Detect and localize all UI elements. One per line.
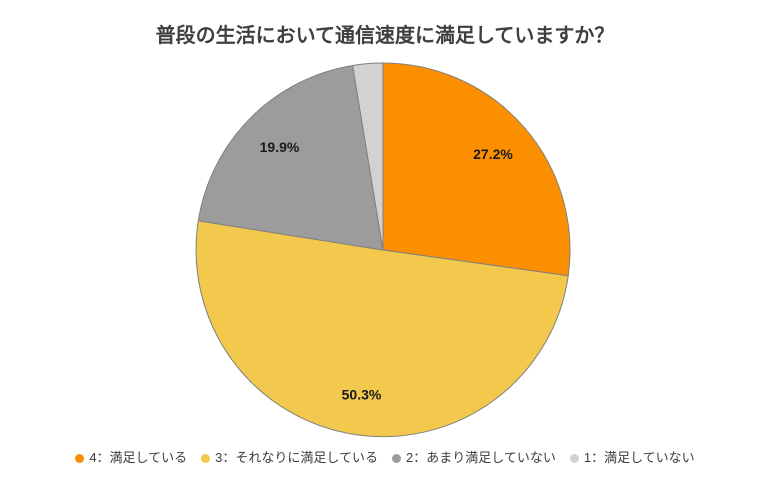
pie-slice-1 [195, 220, 569, 438]
legend-item-not-very-satisfied: 2：あまり満足していない [392, 449, 556, 467]
legend-label-not-very-satisfied: 2：あまり満足していない [406, 450, 556, 465]
legend-swatch-not-very-satisfied-icon [392, 453, 401, 463]
legend-label-satisfied: 4：満足している [89, 450, 188, 465]
pie-slice-value-label-0: 27.2% [473, 146, 513, 162]
legend-swatch-somewhat-satisfied-icon [201, 453, 211, 463]
pie-slice-0 [382, 62, 571, 277]
legend-swatch-not-satisfied-icon [569, 453, 579, 463]
pie-slice-2 [197, 64, 384, 251]
chart-title: 普段の生活において通信速度に満足していますか？ [155, 25, 615, 47]
pie-slice-value-label-2: 19.9% [260, 139, 300, 155]
chart-legend: 4：満足している 3：それなりに満足している 2：あまり満足していない 1：満足… [0, 449, 770, 467]
legend-swatch-satisfied-icon [75, 453, 85, 463]
pie-slice-3 [352, 62, 384, 251]
legend-item-somewhat-satisfied: 3：それなりに満足している [201, 449, 378, 467]
pie-slice-value-label-1: 50.3% [342, 386, 382, 402]
legend-label-not-satisfied: 1：満足していない [583, 450, 695, 465]
legend-item-not-satisfied: 1：満足していない [569, 449, 695, 467]
legend-item-satisfied: 4：満足している [75, 449, 187, 467]
legend-label-somewhat-satisfied: 3：それなりに満足している [215, 450, 378, 465]
